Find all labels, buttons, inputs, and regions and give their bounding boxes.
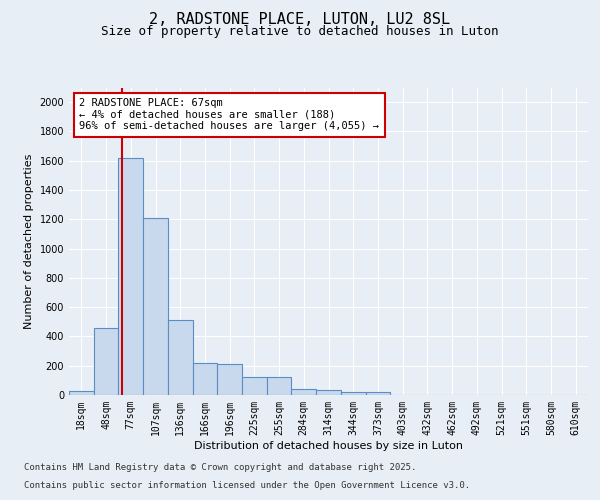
Bar xyxy=(69,390,94,395)
Bar xyxy=(168,320,193,395)
Bar xyxy=(118,158,143,395)
Bar xyxy=(316,390,341,395)
X-axis label: Distribution of detached houses by size in Luton: Distribution of detached houses by size … xyxy=(194,440,463,450)
Y-axis label: Number of detached properties: Number of detached properties xyxy=(24,154,34,329)
Bar xyxy=(94,328,118,395)
Bar xyxy=(365,392,390,395)
Text: Contains public sector information licensed under the Open Government Licence v3: Contains public sector information licen… xyxy=(24,481,470,490)
Text: 2 RADSTONE PLACE: 67sqm
← 4% of detached houses are smaller (188)
96% of semi-de: 2 RADSTONE PLACE: 67sqm ← 4% of detached… xyxy=(79,98,379,132)
Bar xyxy=(267,376,292,395)
Bar xyxy=(341,392,365,395)
Text: Contains HM Land Registry data © Crown copyright and database right 2025.: Contains HM Land Registry data © Crown c… xyxy=(24,464,416,472)
Bar xyxy=(242,376,267,395)
Bar xyxy=(292,389,316,395)
Bar xyxy=(193,363,217,395)
Text: 2, RADSTONE PLACE, LUTON, LU2 8SL: 2, RADSTONE PLACE, LUTON, LU2 8SL xyxy=(149,12,451,28)
Bar xyxy=(143,218,168,395)
Text: Size of property relative to detached houses in Luton: Size of property relative to detached ho… xyxy=(101,25,499,38)
Bar xyxy=(217,364,242,395)
